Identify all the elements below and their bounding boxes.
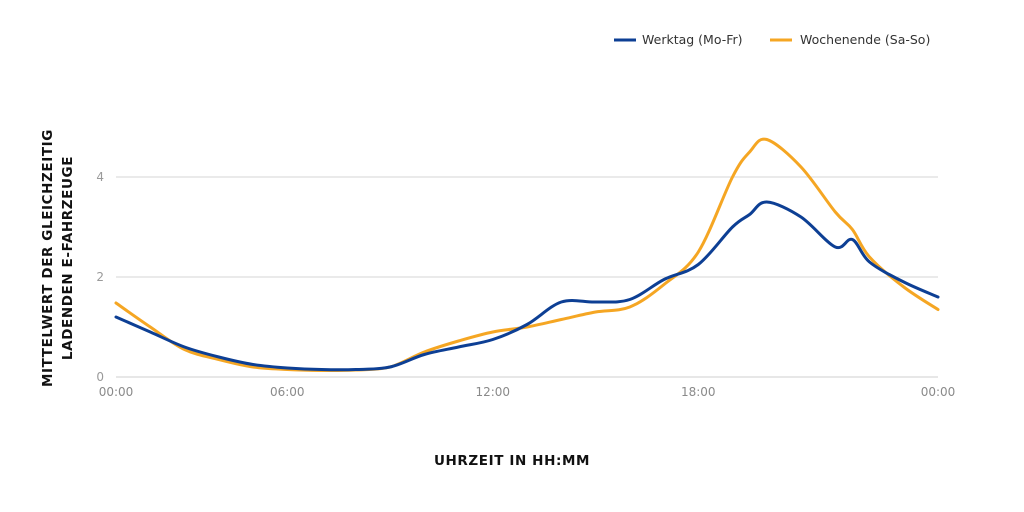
- y-tick-label: 0: [96, 370, 104, 384]
- y-axis-title-line-1: MITTELWERT DER GLEICHZEITIG: [40, 129, 56, 387]
- grid-lines: [116, 176, 938, 378]
- x-tick-label: 00:00: [99, 385, 134, 399]
- legend-label-wochenende: Wochenende (Sa-So): [800, 32, 930, 47]
- x-tick-label: 12:00: [475, 385, 510, 399]
- y-tick-label: 4: [96, 170, 104, 184]
- legend-item-wochenende[interactable]: Wochenende (Sa-So): [770, 32, 930, 47]
- legend-item-werktag[interactable]: Werktag (Mo-Fr): [614, 32, 743, 47]
- legend-label-werktag: Werktag (Mo-Fr): [642, 32, 743, 47]
- series-line-0: [114, 200, 940, 372]
- y-tick-labels: 0 2 4: [96, 170, 104, 384]
- y-tick-label: 2: [96, 270, 104, 284]
- y-axis-title: MITTELWERT DER GLEICHZEITIG LADENDEN E-F…: [40, 129, 76, 387]
- x-tick-labels: 00:00 06:00 12:00 18:00 00:00: [99, 385, 956, 399]
- x-tick-label: 00:00: [921, 385, 956, 399]
- series-lines: [114, 137, 940, 373]
- series-line-1: [114, 137, 940, 373]
- legend: Werktag (Mo-Fr) Wochenende (Sa-So): [614, 32, 930, 47]
- x-axis-title: UHRZEIT IN HH:MM: [434, 453, 590, 469]
- x-tick-label: 18:00: [681, 385, 716, 399]
- x-tick-label: 06:00: [270, 385, 305, 399]
- y-axis-title-line-2: LADENDEN E-FAHRZEUGE: [60, 156, 76, 360]
